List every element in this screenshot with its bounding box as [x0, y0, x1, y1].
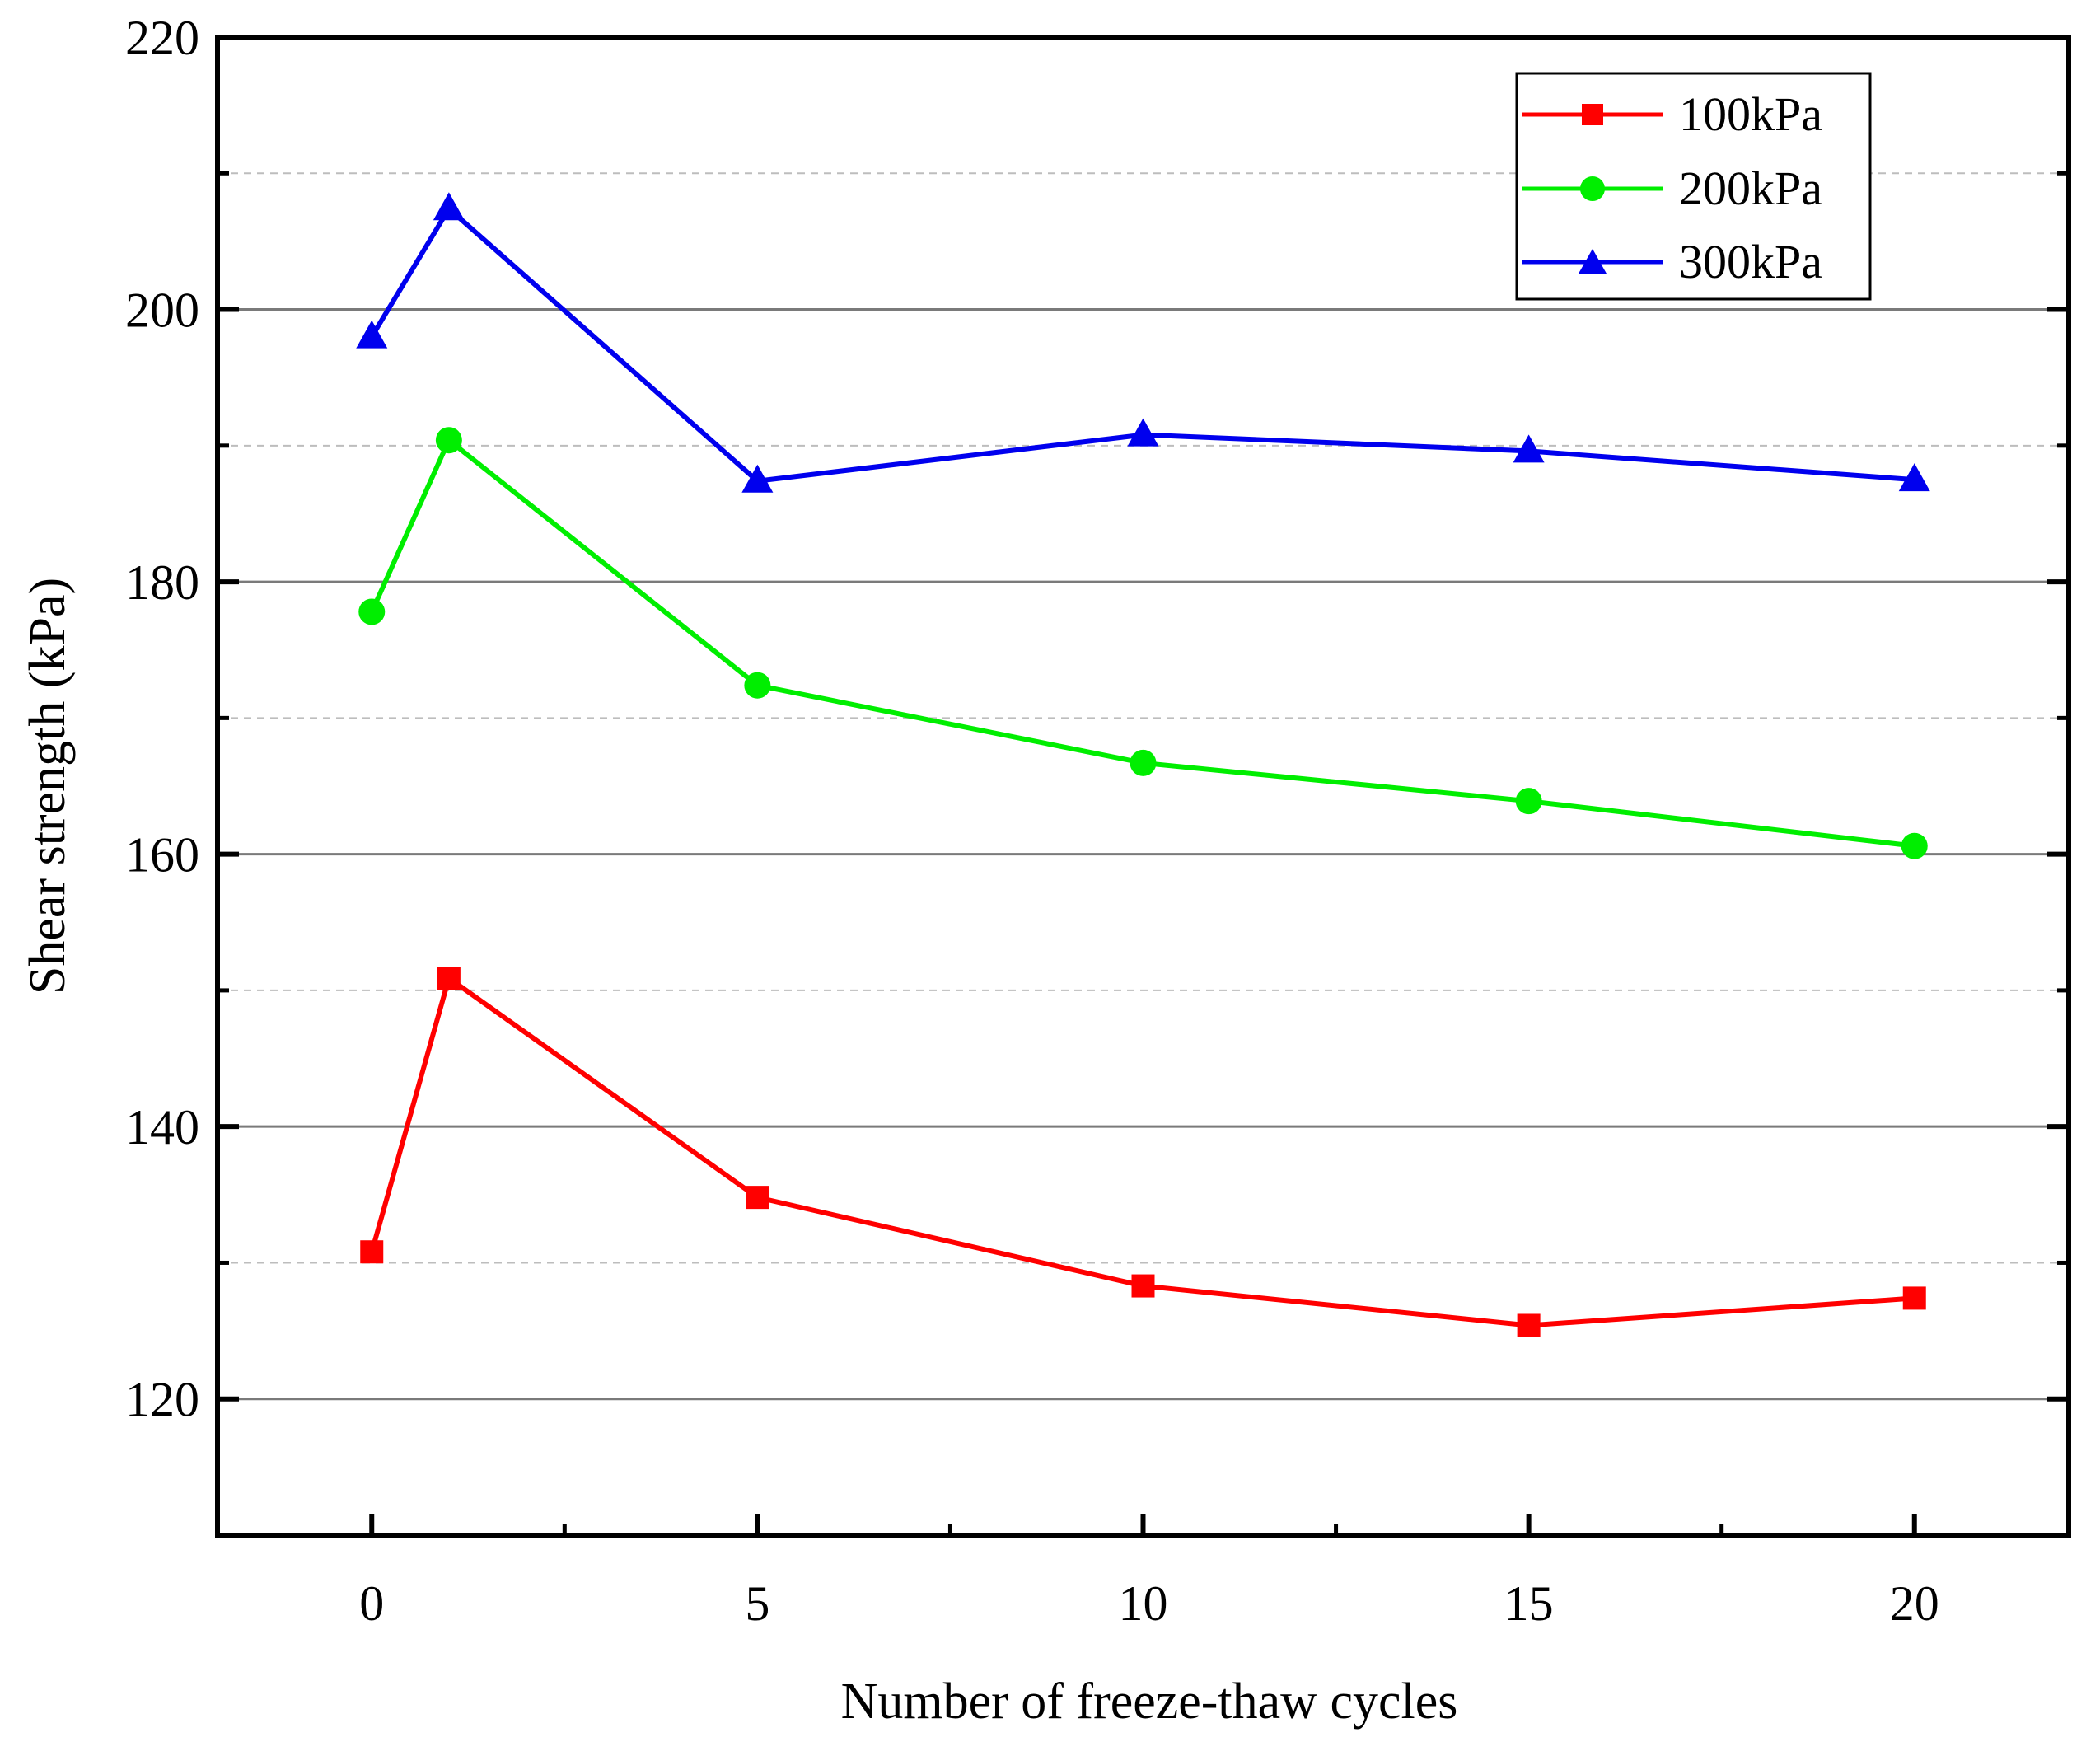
- data-point-300kpa-x5: [741, 464, 774, 493]
- legend: 100kPa 200kPa 300kPa: [1515, 72, 1872, 301]
- data-point-200kpa-x10: [1130, 749, 1157, 776]
- data-point-300kpa-x10: [1127, 418, 1159, 447]
- series-line-300kpa: [369, 204, 1915, 484]
- x-tick-label: 5: [745, 1576, 769, 1631]
- y-tick-label: 140: [125, 1100, 199, 1154]
- data-point-300kpa-x15: [1513, 434, 1545, 463]
- y-tick-label: 220: [125, 11, 199, 65]
- data-point-100kpa-x1: [437, 967, 461, 990]
- legend-label-200kpa: 200kPa: [1679, 162, 1822, 215]
- legend-entry-100kpa: 100kPa: [1522, 87, 1822, 141]
- legend-marker-200kpa: [1580, 176, 1605, 201]
- legend-marker-300kpa: [1579, 249, 1607, 274]
- data-point-200kpa-x15: [1515, 788, 1542, 815]
- series-100kpa: [360, 967, 1926, 1337]
- data-point-100kpa-x20: [1902, 1286, 1926, 1310]
- data-series: [356, 192, 1930, 1337]
- axis-tick-labels: 120 140 160 180 200 220 0 5 10 15 20: [125, 11, 1939, 1631]
- data-point-300kpa-x0: [356, 320, 388, 349]
- legend-label-100kpa: 100kPa: [1679, 87, 1822, 141]
- data-point-200kpa-x5: [744, 672, 771, 699]
- y-tick-label: 180: [125, 555, 199, 610]
- data-point-200kpa-x1: [435, 427, 462, 454]
- y-axis-title: Shear strength (kPa): [20, 578, 76, 995]
- legend-marker-100kpa: [1582, 104, 1603, 125]
- data-point-300kpa-x1: [433, 192, 465, 221]
- data-point-300kpa-x20: [1898, 463, 1930, 492]
- data-point-100kpa-x15: [1517, 1313, 1541, 1337]
- series-line-100kpa: [369, 974, 1915, 1328]
- legend-label-300kpa: 300kPa: [1679, 235, 1822, 288]
- data-point-100kpa-x0: [360, 1240, 384, 1264]
- y-tick-label: 160: [125, 828, 199, 883]
- axis-ticks: [217, 35, 2069, 1535]
- series-line-200kpa: [369, 436, 1915, 849]
- series-300kpa: [356, 192, 1930, 493]
- data-point-100kpa-x10: [1131, 1274, 1155, 1298]
- data-point-200kpa-x0: [358, 598, 386, 625]
- x-tick-label: 10: [1119, 1576, 1168, 1631]
- series-200kpa: [358, 427, 1928, 859]
- x-tick-label: 15: [1504, 1576, 1554, 1631]
- legend-entry-300kpa: 300kPa: [1522, 235, 1822, 288]
- x-axis-title: Number of freeze-thaw cycles: [841, 1674, 1458, 1730]
- data-point-200kpa-x20: [1901, 832, 1928, 859]
- legend-entry-200kpa: 200kPa: [1522, 162, 1822, 215]
- grid-lines: [217, 172, 2069, 1401]
- data-point-100kpa-x5: [746, 1186, 769, 1210]
- x-tick-label: 20: [1890, 1576, 1939, 1631]
- y-tick-label: 120: [125, 1373, 199, 1427]
- y-tick-label: 200: [125, 283, 199, 338]
- x-tick-label: 0: [359, 1576, 384, 1631]
